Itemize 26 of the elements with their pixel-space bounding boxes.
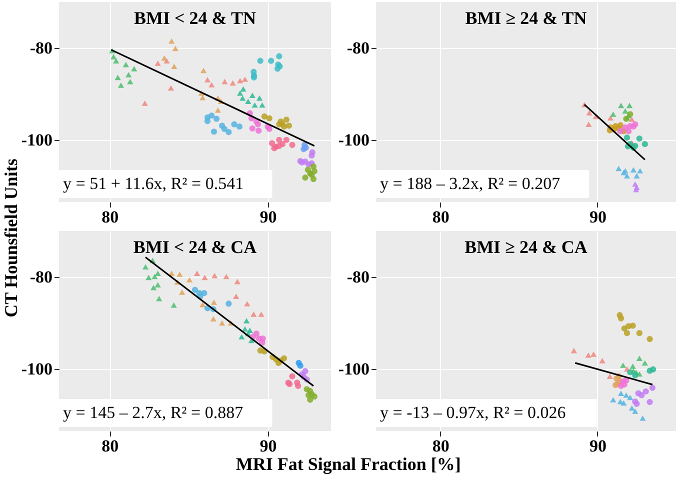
x-tick-label: 90 [260,208,277,226]
y-tick-label: -100 [338,130,370,150]
chart-title: BMI ≥ 24 & TN [465,8,587,28]
annotation: y = -13 – 0.97x, R² = 0.026 [380,403,566,422]
annotation: y = 51 + 11.6x, R² = 0.541 [63,174,244,193]
x-tick-label: 80 [102,208,119,226]
x-tick-label: 90 [260,436,277,456]
y-tick-label: -80 [30,38,52,58]
y-axis-title: CT Hounsfield Units [0,158,21,318]
chart-title: BMI < 24 & TN [134,8,256,28]
annotation: y = 188 – 3.2x, R² = 0.207 [380,174,561,193]
x-tick-label: 80 [102,436,119,456]
y-tick-label: -80 [30,267,52,286]
y-tick-label: -100 [338,359,370,378]
x-tick-label: 90 [589,208,606,226]
y-tick-label: -100 [21,130,52,150]
x-tick-label: 90 [589,436,606,456]
x-tick-label: 80 [432,436,450,456]
annotation: y = 145 – 2.7x, R² = 0.887 [63,403,244,422]
y-tick-label: -80 [346,38,370,58]
chart-title: BMI < 24 & CA [133,237,257,257]
x-axis-title: MRI Fat Signal Fraction [%] [236,454,461,474]
chart-title: BMI ≥ 24 & CA [464,237,588,257]
y-tick-label: -80 [346,267,370,286]
x-tick-label: 80 [432,208,450,226]
y-tick-label: -100 [21,359,52,378]
